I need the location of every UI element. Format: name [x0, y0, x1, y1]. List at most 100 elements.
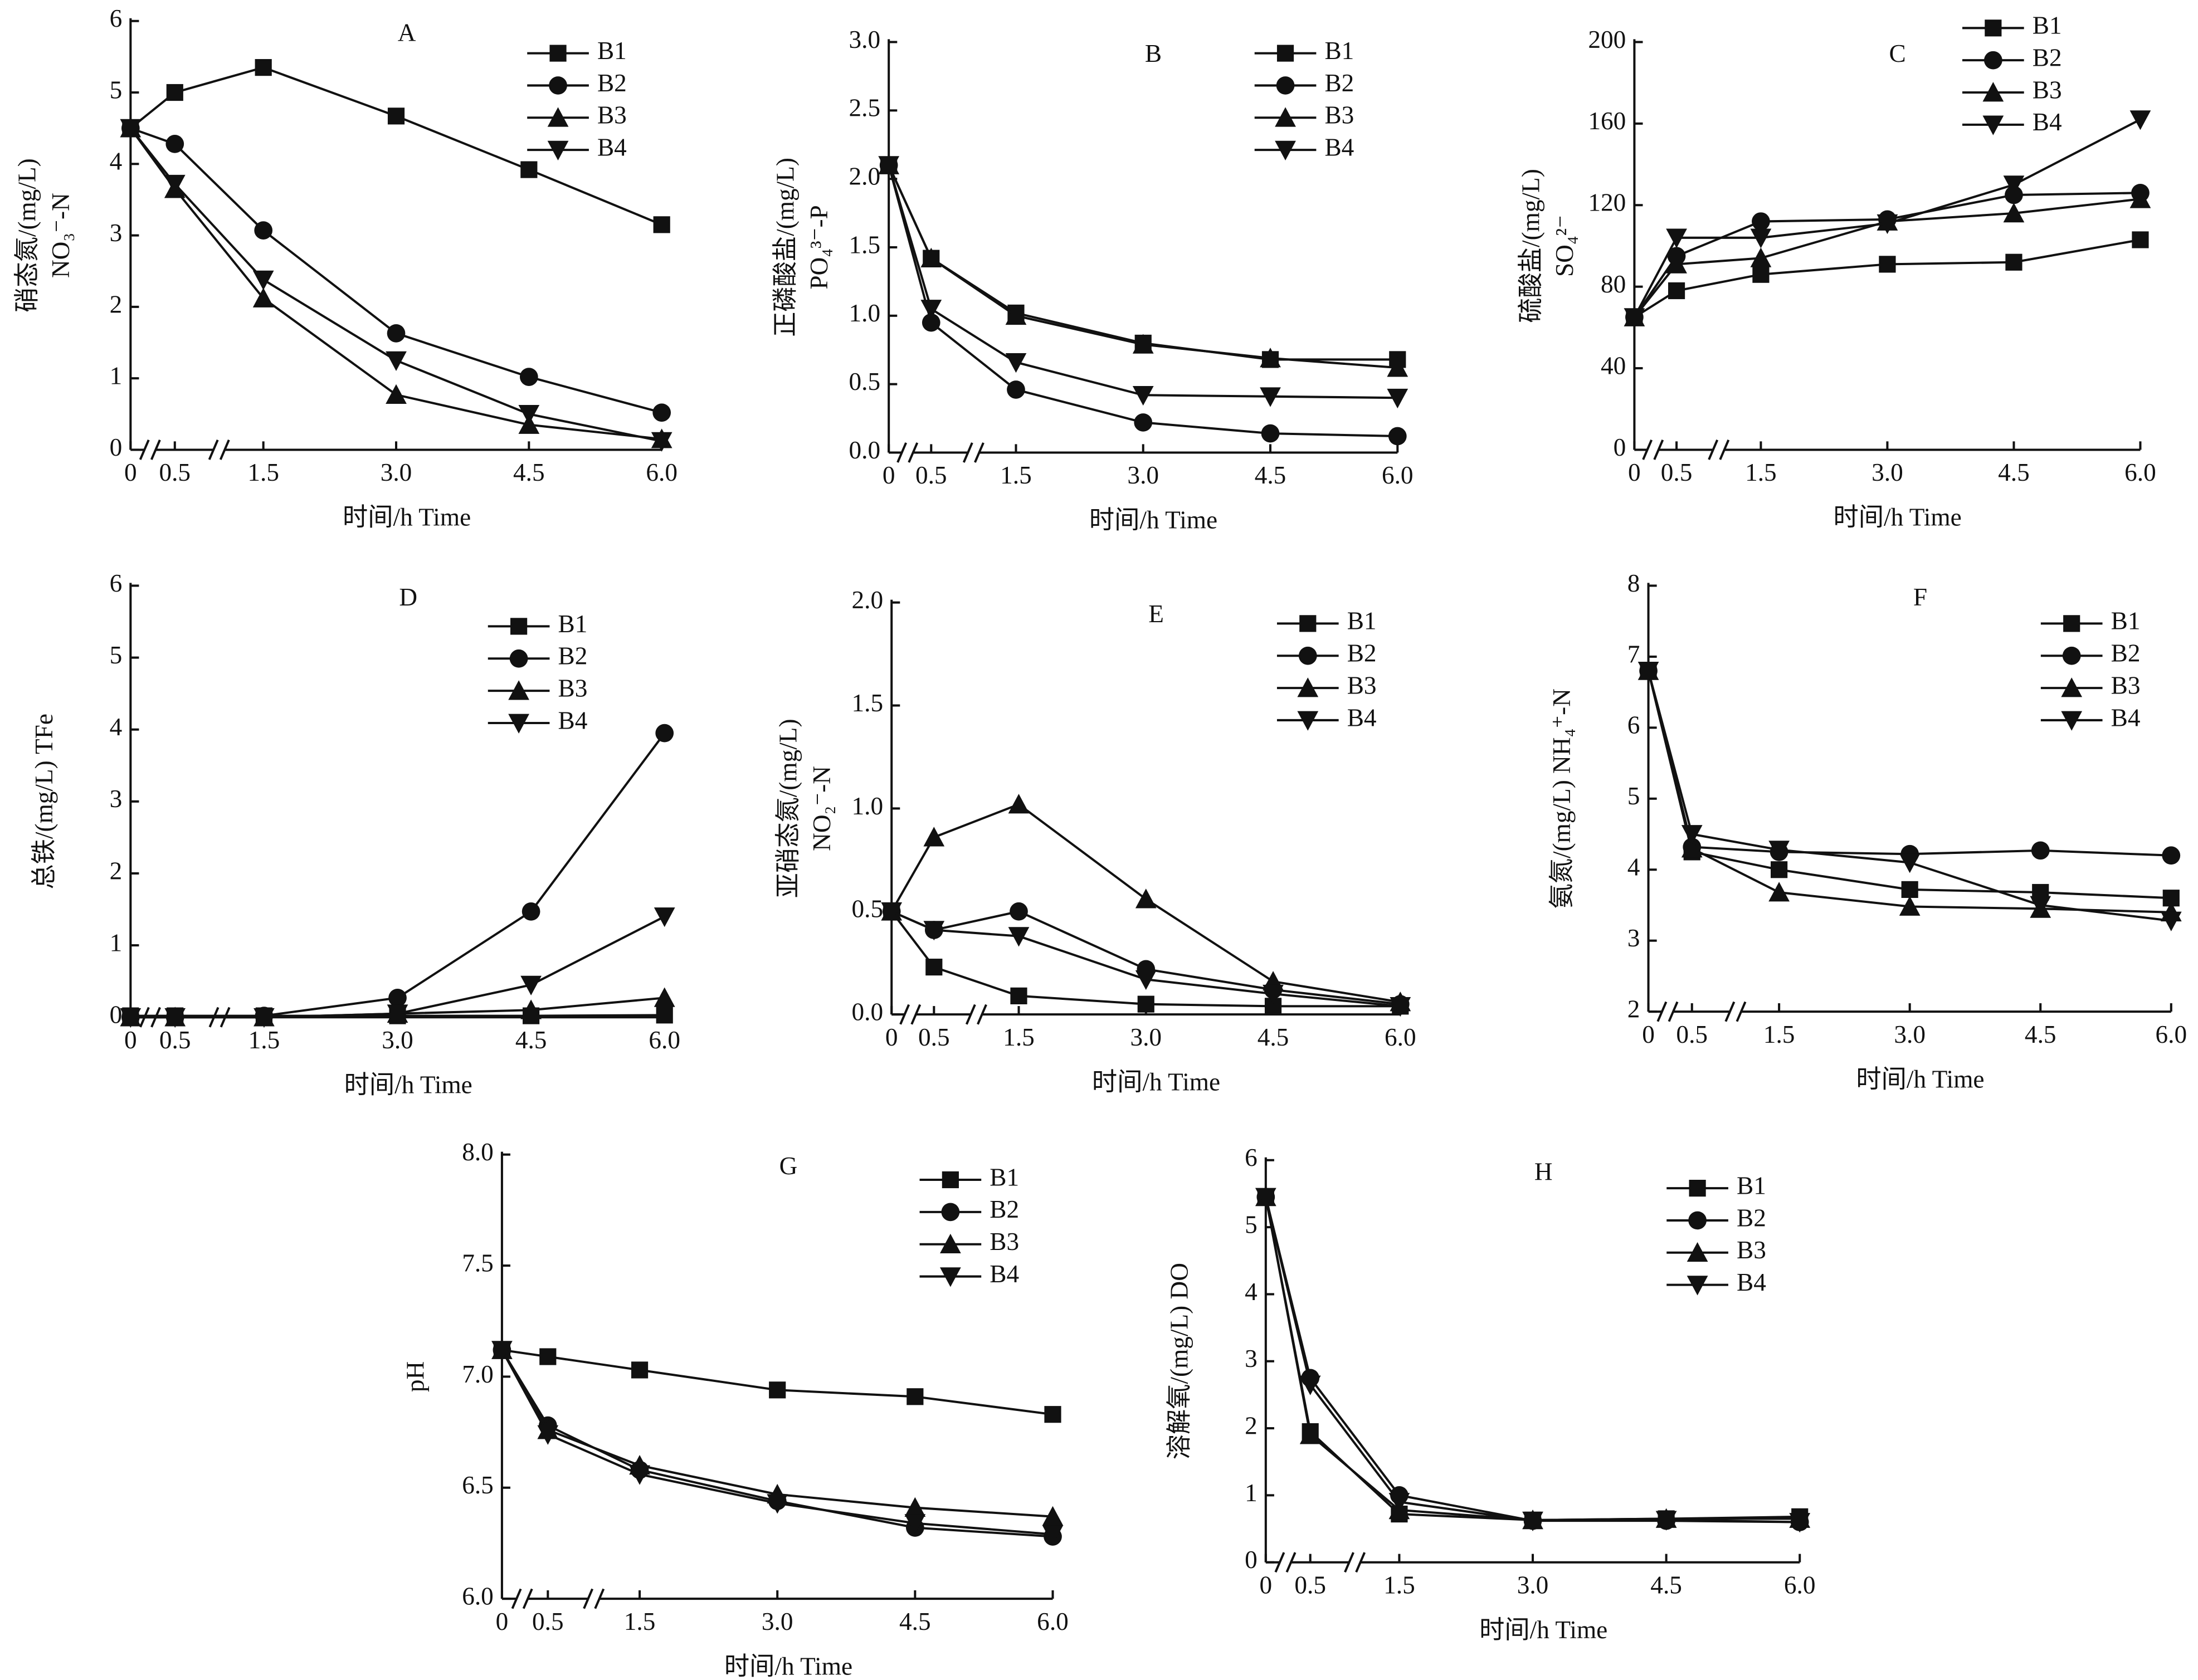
legend-label: B1 — [1324, 37, 1354, 65]
marker — [520, 161, 538, 178]
x-tick-label: 1.5 — [1763, 1020, 1795, 1048]
series-line — [1647, 670, 2172, 922]
y-tick-label: 1 — [1245, 1479, 1258, 1507]
y-axis-label: 氨氮/(mg/L) NH₄⁺-N — [1548, 688, 1576, 909]
axis-break — [1656, 1001, 1668, 1022]
x-tick-label: 4.5 — [899, 1608, 931, 1635]
marker — [1666, 253, 1687, 274]
legend-marker — [942, 1171, 959, 1189]
x-tick-label: 0 — [1642, 1020, 1655, 1048]
legend-label: B3 — [558, 674, 588, 702]
axis-break — [594, 1588, 605, 1609]
marker — [1624, 308, 1645, 328]
legend-label: B4 — [597, 134, 627, 162]
axis-break-gap — [588, 1594, 600, 1603]
series-line — [890, 911, 1401, 1008]
x-tick-label: 4.5 — [1255, 461, 1286, 489]
y-axis-label: 正磷酸盐/(mg/L) — [771, 158, 799, 337]
legend-label: B3 — [2033, 76, 2062, 104]
marker — [2162, 846, 2181, 865]
marker — [1666, 228, 1687, 248]
panel: 0 40 80 120 160 200 0 0.5 1.5 3.0 4.5 6.0 C 时间/h Time… — [1517, 12, 2156, 531]
marker — [120, 119, 142, 139]
axis-break-gap — [968, 448, 979, 457]
legend-marker — [1689, 1179, 1706, 1197]
marker — [1901, 881, 1918, 898]
x-tick-label: 0.5 — [1661, 458, 1693, 486]
x-tick-label: 3.0 — [762, 1608, 793, 1635]
legend-label: B1 — [2033, 12, 2062, 40]
y-tick-label: 8.0 — [462, 1138, 494, 1166]
axis-break — [1708, 439, 1719, 460]
x-tick-label: 4.5 — [515, 1026, 547, 1054]
marker — [1877, 214, 1898, 235]
marker — [651, 432, 672, 452]
marker — [522, 902, 540, 921]
axis-break-gap — [1661, 1007, 1674, 1016]
legend-label: B2 — [1347, 639, 1377, 667]
axis-break — [219, 439, 230, 460]
axis-break-gap — [904, 1010, 916, 1019]
marker — [1655, 1511, 1677, 1531]
legend-label: B1 — [990, 1163, 1019, 1191]
x-tick-label: 1.5 — [624, 1608, 656, 1635]
marker — [1681, 838, 1703, 858]
marker — [655, 724, 674, 743]
x-tick-label: 0.5 — [159, 1026, 191, 1054]
marker — [2003, 203, 2025, 223]
axis-break — [899, 1004, 910, 1025]
series-line — [130, 732, 666, 1019]
series-line — [1264, 1196, 1800, 1521]
marker — [1879, 256, 1896, 273]
x-tick-label: 6.0 — [1037, 1608, 1069, 1635]
chart-title: H — [1534, 1158, 1553, 1185]
marker — [387, 324, 406, 343]
x-tick-label: 6.0 — [2156, 1020, 2187, 1048]
y-tick-label: 4 — [110, 713, 123, 741]
x-tick-label: 0.5 — [1676, 1020, 1708, 1048]
axis-break-gap — [144, 445, 156, 454]
legend-label: B1 — [1347, 607, 1377, 635]
legend-marker — [939, 1267, 961, 1287]
axis-break-gap — [901, 448, 913, 457]
y-tick-label: 160 — [1588, 107, 1626, 135]
axis-break — [1285, 1552, 1297, 1573]
marker — [164, 174, 186, 195]
y-tick-label: 200 — [1588, 26, 1626, 53]
series-line — [1633, 118, 2141, 318]
series-line — [1264, 1196, 1800, 1523]
y-tick-label: 0 — [1614, 433, 1626, 461]
marker — [539, 1348, 557, 1365]
marker — [2160, 911, 2182, 931]
legend-marker — [1297, 677, 1319, 697]
chart-title: F — [1913, 583, 1927, 611]
marker — [925, 959, 943, 976]
y-tick-label: 1.0 — [852, 792, 884, 820]
y-tick-label: 0.0 — [849, 436, 880, 464]
axis-break — [910, 1004, 922, 1025]
legend-label: B1 — [558, 610, 588, 638]
series-line — [501, 1349, 1053, 1538]
x-tick-label: 4.5 — [2025, 1020, 2056, 1048]
legend-label: B4 — [990, 1260, 1019, 1288]
x-tick-label: 3.0 — [381, 458, 412, 486]
axis-break-gap — [1729, 1007, 1741, 1016]
marker — [631, 1361, 649, 1379]
axis-break-gap — [213, 445, 225, 454]
x-axis-label: 时间/h Time — [1089, 506, 1217, 534]
x-tick-label: 1.5 — [1745, 458, 1777, 486]
y-tick-label: 2 — [1627, 995, 1640, 1023]
axis-break-gap — [1279, 1558, 1291, 1567]
axis-break — [1736, 1001, 1747, 1022]
legend-label: B1 — [2111, 607, 2141, 635]
y-tick-label: 0.5 — [852, 895, 884, 923]
marker — [520, 975, 542, 995]
axis-break-gap — [1713, 445, 1724, 454]
marker — [1005, 353, 1027, 373]
x-tick-label: 6.0 — [649, 1026, 680, 1054]
marker — [255, 59, 272, 76]
x-tick-label: 0 — [124, 458, 137, 486]
marker — [2129, 110, 2151, 130]
axis-break — [511, 1588, 522, 1609]
